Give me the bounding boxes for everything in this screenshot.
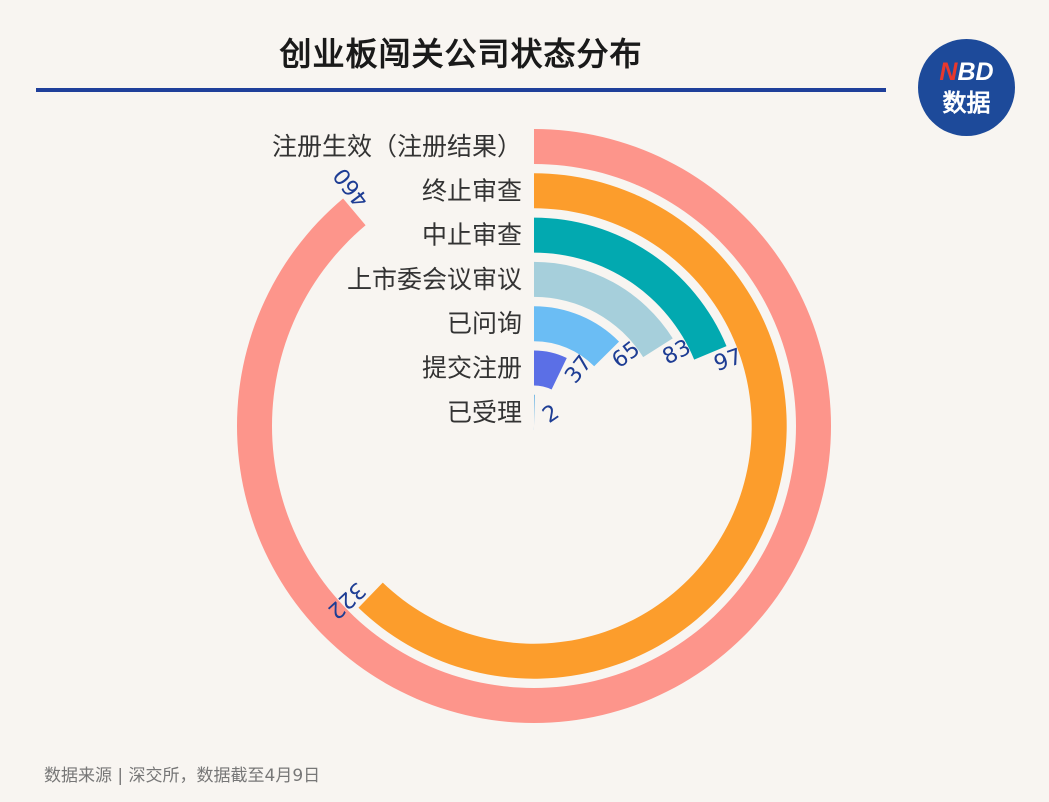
logo-brand: NBD <box>939 58 994 86</box>
value-label: 2 <box>538 400 564 429</box>
data-source-note: 数据来源 | 深交所，数据截至4月9日 <box>44 766 321 786</box>
category-label: 中止审查 <box>422 221 522 250</box>
bar-7 <box>533 394 535 430</box>
category-label: 终止审查 <box>422 176 522 205</box>
page-title: 创业板闯关公司状态分布 <box>279 35 643 73</box>
bar-5 <box>534 306 620 367</box>
title-divider <box>36 88 886 92</box>
value-label: 460 <box>329 163 374 212</box>
category-label: 上市委会议审议 <box>347 265 522 294</box>
bar-6 <box>534 350 567 390</box>
bar-2 <box>358 173 787 679</box>
nbd-logo: NBD 数据 <box>918 39 1015 136</box>
bar-4 <box>534 261 673 358</box>
category-label: 已问询 <box>447 309 522 338</box>
category-label: 已受理 <box>447 398 522 427</box>
logo-subtitle: 数据 <box>942 89 991 117</box>
category-label: 注册生效（注册结果） <box>272 132 522 161</box>
bar-3 <box>534 217 727 360</box>
category-label: 提交注册 <box>422 354 522 383</box>
